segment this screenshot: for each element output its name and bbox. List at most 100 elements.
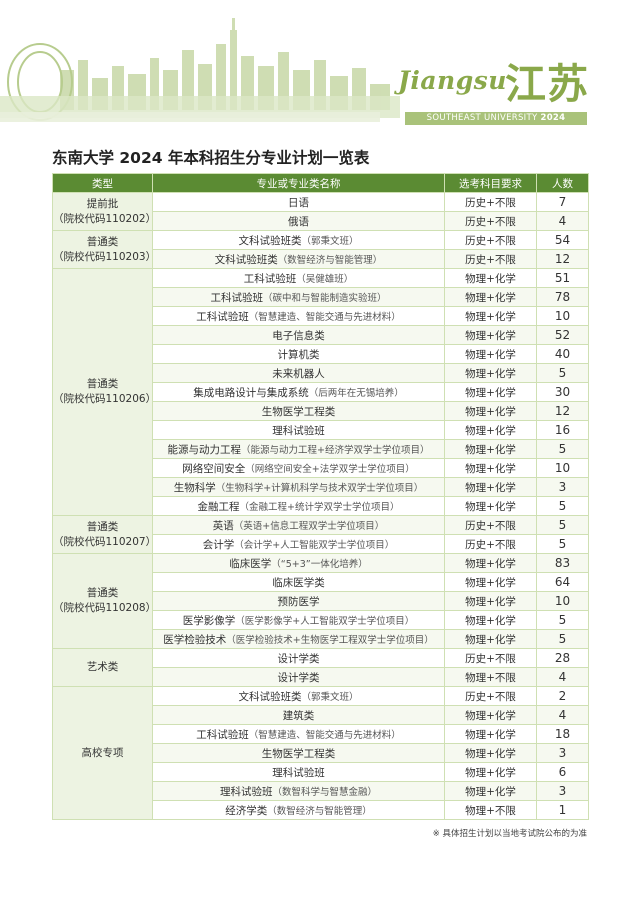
major-note: （郭秉文班） — [301, 691, 359, 703]
major-cell: 文科试验班类（郭秉文班） — [152, 686, 445, 706]
major-name: 日语 — [288, 196, 309, 209]
table-row: 文科试验班类（数智经济与智能管理） 历史+不限 12 — [53, 249, 589, 269]
enrollment-count: 83 — [536, 553, 589, 573]
enrollment-count: 40 — [536, 344, 589, 364]
major-name: 集成电路设计与集成系统 — [193, 386, 309, 399]
enrollment-count: 10 — [536, 458, 589, 478]
enrollment-count: 1 — [536, 800, 589, 820]
enrollment-count: 10 — [536, 591, 589, 611]
major-name: 生物医学工程类 — [261, 405, 336, 418]
major-cell: 工科试验班（智慧建造、智能交通与先进材料） — [152, 306, 445, 326]
table-row: 理科试验班（数智科学与智慧金融） 物理+化学 3 — [53, 781, 589, 801]
subject-requirement: 物理+化学 — [444, 724, 537, 744]
major-note: （吴健雄班） — [296, 273, 354, 285]
enrollment-count: 6 — [536, 762, 589, 782]
enrollment-plan-table: 类型 专业或专业类名称 选考科目要求 人数 提前批 （院校代码110202） 日语历… — [52, 173, 589, 820]
enrollment-count: 52 — [536, 325, 589, 345]
major-cell: 计算机类 — [152, 344, 445, 364]
enrollment-count: 30 — [536, 382, 589, 402]
subject-requirement: 物理+化学 — [444, 591, 537, 611]
major-cell: 临床医学（“5+3”一体化培养） — [152, 553, 445, 573]
major-cell: 理科试验班 — [152, 420, 445, 440]
table-row: 网络空间安全（网络空间安全+法学双学士学位项目） 物理+化学 10 — [53, 458, 589, 478]
major-name: 医学影像学 — [182, 614, 236, 627]
enrollment-count: 5 — [536, 534, 589, 554]
subject-requirement: 物理+化学 — [444, 420, 537, 440]
header-subject: 选考科目要求 — [444, 173, 537, 193]
subject-requirement: 物理+不限 — [444, 667, 537, 687]
enrollment-count: 5 — [536, 515, 589, 535]
major-name: 生物医学工程类 — [261, 747, 336, 760]
major-cell: 经济学类（数智经济与智能管理） — [152, 800, 445, 820]
category-cell: 普通类 （院校代码110208） — [52, 553, 153, 649]
subject-requirement: 物理+化学 — [444, 363, 537, 383]
enrollment-count: 2 — [536, 686, 589, 706]
city-skyline-banner — [0, 18, 400, 122]
table-header-row: 类型 专业或专业类名称 选考科目要求 人数 — [52, 173, 589, 193]
major-name: 俄语 — [288, 215, 309, 228]
subject-requirement: 物理+化学 — [444, 344, 537, 364]
subject-requirement: 历史+不限 — [444, 686, 537, 706]
major-cell: 工科试验班（碳中和与智能制造实验班） — [152, 287, 445, 307]
category-code: （院校代码110203） — [53, 250, 153, 263]
table-row: 提前批 （院校代码110202） 日语 历史+不限 7 — [52, 192, 589, 231]
footnote: ※ 具体招生计划以当地考试院公布的为准 — [432, 829, 587, 839]
major-name: 英语 — [212, 519, 234, 532]
major-note: （英语+信息工程双学士学位项目） — [233, 520, 385, 532]
subject-requirement: 物理+不限 — [444, 800, 537, 820]
major-cell: 文科试验班类（郭秉文班） — [152, 230, 445, 250]
enrollment-count: 5 — [536, 496, 589, 516]
major-name: 未来机器人 — [272, 367, 325, 380]
category-name: 高校专项 — [81, 746, 124, 759]
major-name: 工科试验班 — [196, 310, 249, 323]
major-name: 理科试验班 — [272, 424, 325, 437]
enrollment-count: 51 — [536, 268, 589, 288]
table-row: 生物科学（生物科学+计算机科学与技术双学士学位项目） 物理+化学 3 — [53, 477, 589, 497]
major-cell: 网络空间安全（网络空间安全+法学双学士学位项目） — [152, 458, 445, 478]
major-note: （碳中和与智能制造实验班） — [262, 292, 387, 304]
category-cell: 普通类 （院校代码110207） — [52, 515, 153, 554]
enrollment-count: 3 — [536, 743, 589, 763]
subject-requirement: 历史+不限 — [444, 211, 537, 231]
major-name: 经济学类 — [225, 804, 268, 817]
province-name-chinese: 江苏 — [505, 60, 589, 108]
subject-requirement: 物理+化学 — [444, 629, 537, 649]
major-name: 电子信息类 — [272, 329, 325, 342]
province-name-english: Jiangsu — [398, 66, 507, 95]
major-cell: 工科试验班（智慧建造、智能交通与先进材料） — [152, 724, 445, 744]
major-cell: 生物科学（生物科学+计算机科学与技术双学士学位项目） — [152, 477, 445, 497]
subject-requirement: 物理+化学 — [444, 458, 537, 478]
subject-requirement: 物理+化学 — [444, 762, 537, 782]
major-cell: 未来机器人 — [152, 363, 445, 383]
major-cell: 会计学（会计学+人工智能双学士学位项目） — [152, 534, 445, 554]
subject-requirement: 物理+化学 — [444, 781, 537, 801]
major-cell: 英语（英语+信息工程双学士学位项目） — [152, 515, 445, 535]
table-row: 预防医学 物理+化学 10 — [53, 591, 589, 611]
major-note: （医学检验技术+生物医学工程双学士学位项目） — [226, 634, 434, 646]
major-note: （后两年在无锡培养） — [308, 387, 404, 399]
enrollment-count: 64 — [536, 572, 589, 592]
table-row: 高校专项 文科试验班类（郭秉文班） 历史+不限 2 — [52, 686, 589, 820]
table-row: 普通类 （院校代码110207） 英语（英语+信息工程双学士学位项目） 历史+不限 5 — [52, 515, 589, 554]
major-name: 医学检验技术 — [163, 633, 227, 646]
enrollment-count: 5 — [536, 363, 589, 383]
major-name: 临床医学类 — [272, 576, 325, 589]
subject-requirement: 物理+化学 — [444, 553, 537, 573]
header-major: 专业或专业类名称 — [152, 173, 445, 193]
major-note: （“5+3”一体化培养） — [271, 558, 368, 570]
major-name: 生物科学 — [173, 481, 216, 494]
major-cell: 设计学类 — [152, 667, 445, 687]
enrollment-count: 3 — [536, 477, 589, 497]
table-row: 工科试验班（碳中和与智能制造实验班） 物理+化学 78 — [53, 287, 589, 307]
major-name: 预防医学 — [277, 595, 320, 608]
major-name: 文科试验班类 — [238, 234, 302, 247]
major-name: 金融工程 — [197, 500, 240, 513]
major-cell: 生物医学工程类 — [152, 743, 445, 763]
enrollment-count: 5 — [536, 610, 589, 630]
university-name: SOUTHEAST UNIVERSITY — [426, 113, 538, 123]
subject-requirement: 物理+化学 — [444, 496, 537, 516]
table-row: 经济学类（数智经济与智能管理） 物理+不限 1 — [53, 800, 589, 820]
major-name: 工科试验班 — [210, 291, 263, 304]
category-code: （院校代码110206） — [53, 393, 153, 405]
major-cell: 日语 — [152, 192, 445, 212]
